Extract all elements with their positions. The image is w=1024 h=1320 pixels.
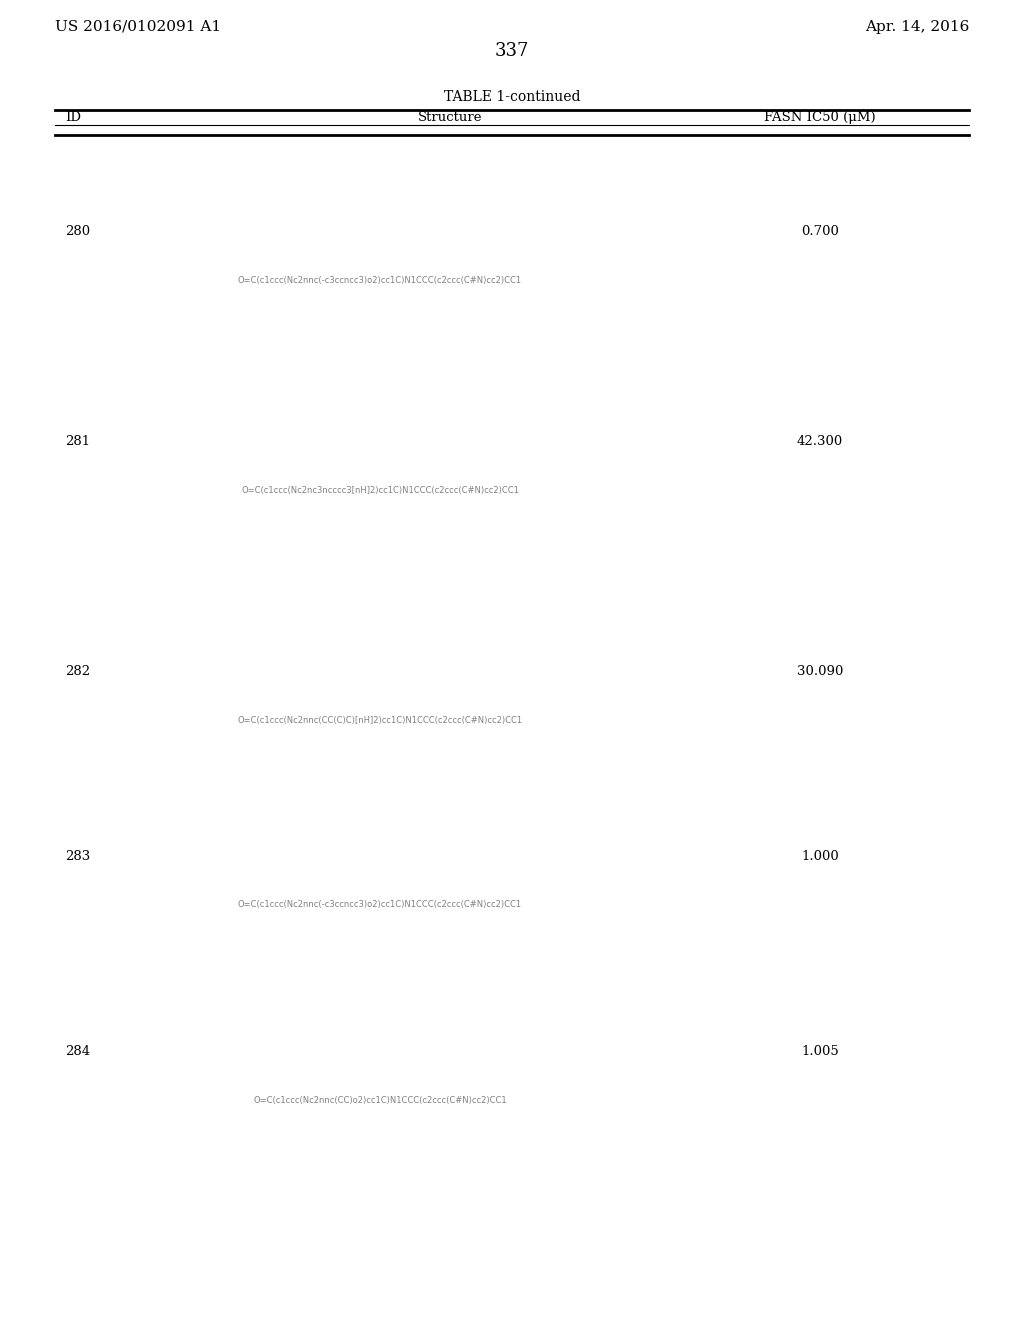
Text: 280: 280	[65, 224, 90, 238]
Text: 1.000: 1.000	[801, 850, 839, 863]
Text: TABLE 1-continued: TABLE 1-continued	[443, 90, 581, 104]
Text: O=C(c1ccc(Nc2nnc(-c3ccncc3)o2)cc1C)N1CCC(c2ccc(C#N)cc2)CC1: O=C(c1ccc(Nc2nnc(-c3ccncc3)o2)cc1C)N1CCC…	[238, 900, 522, 909]
Text: 337: 337	[495, 42, 529, 59]
Text: Apr. 14, 2016: Apr. 14, 2016	[864, 20, 969, 34]
Text: ID: ID	[65, 111, 81, 124]
Text: O=C(c1ccc(Nc2nnc(CC)o2)cc1C)N1CCC(c2ccc(C#N)cc2)CC1: O=C(c1ccc(Nc2nnc(CC)o2)cc1C)N1CCC(c2ccc(…	[253, 1096, 507, 1105]
Text: 0.700: 0.700	[801, 224, 839, 238]
Text: 282: 282	[65, 665, 90, 678]
Text: Structure: Structure	[418, 111, 482, 124]
Text: 42.300: 42.300	[797, 436, 843, 447]
Text: 1.005: 1.005	[801, 1045, 839, 1059]
Text: O=C(c1ccc(Nc2nc3ncccc3[nH]2)cc1C)N1CCC(c2ccc(C#N)cc2)CC1: O=C(c1ccc(Nc2nc3ncccc3[nH]2)cc1C)N1CCC(c…	[241, 486, 519, 495]
Text: 30.090: 30.090	[797, 665, 843, 678]
Text: O=C(c1ccc(Nc2nnc(CC(C)C)[nH]2)cc1C)N1CCC(c2ccc(C#N)cc2)CC1: O=C(c1ccc(Nc2nnc(CC(C)C)[nH]2)cc1C)N1CCC…	[238, 715, 522, 725]
Text: O=C(c1ccc(Nc2nnc(-c3ccncc3)o2)cc1C)N1CCC(c2ccc(C#N)cc2)CC1: O=C(c1ccc(Nc2nnc(-c3ccncc3)o2)cc1C)N1CCC…	[238, 276, 522, 285]
Text: 283: 283	[65, 850, 90, 863]
Text: FASN IC50 (μM): FASN IC50 (μM)	[764, 111, 876, 124]
Text: 284: 284	[65, 1045, 90, 1059]
Text: US 2016/0102091 A1: US 2016/0102091 A1	[55, 20, 221, 34]
Text: 281: 281	[65, 436, 90, 447]
